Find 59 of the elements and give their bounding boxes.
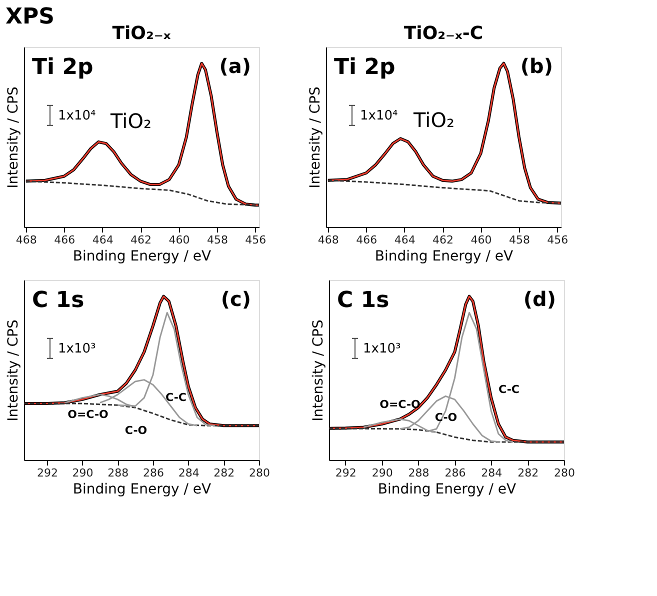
annotation: C 1s [337, 288, 390, 313]
x-tick-label: 282 [214, 466, 235, 480]
x-tick-label: 292 [335, 466, 356, 480]
x-tick-label: 458 [508, 234, 530, 246]
x-tick-label: 464 [92, 234, 114, 246]
annotation: TiO₂ [110, 109, 152, 133]
x-tick-label: 466 [356, 234, 378, 246]
annotation: C-C [498, 383, 520, 396]
y-axis-title: Intensity / CPS [6, 86, 22, 188]
y-axis-title: Intensity / CPS [308, 86, 324, 188]
annotation: 1x10³ [58, 341, 96, 356]
x-tick-label: 462 [432, 234, 454, 246]
x-tick-label: 466 [54, 234, 76, 246]
x-tick-label: 462 [130, 234, 152, 246]
x-tick-label: 284 [481, 466, 502, 480]
annotation: (a) [219, 54, 251, 78]
annotation: 1x10⁴ [360, 108, 398, 124]
x-axis-title: Binding Energy / eV [72, 248, 212, 264]
x-tick-label: 290 [72, 466, 94, 480]
x-tick-label: 282 [518, 466, 539, 480]
annotation: C-O [124, 424, 148, 437]
x-tick-label: 286 [444, 466, 466, 480]
x-axis-title: Binding Energy / eV [378, 482, 517, 498]
x-tick-label: 280 [249, 466, 270, 480]
annotation: C 1s [32, 288, 84, 313]
x-tick-label: 456 [245, 234, 266, 246]
annotation: O=C-O [380, 398, 420, 411]
annotation: Ti 2p [334, 55, 396, 80]
text: XPS [6, 4, 54, 30]
annotation: 1x10³ [363, 341, 401, 356]
annotation: 1x10⁴ [58, 108, 96, 124]
chart-title: TiO₂₋ₓ [112, 23, 172, 44]
x-tick-label: 288 [408, 466, 430, 480]
annotation: O=C-O [68, 408, 108, 421]
x-tick-label: 292 [36, 466, 58, 480]
annotation: (b) [520, 54, 553, 78]
x-axis-title: Binding Energy / eV [374, 248, 514, 264]
x-tick-label: 468 [16, 234, 37, 246]
y-axis-title: Intensity / CPS [310, 320, 326, 422]
annotation: (d) [523, 287, 556, 311]
y-axis-title: Intensity / CPS [6, 320, 22, 422]
x-tick-label: 288 [108, 466, 129, 480]
x-tick-label: 468 [318, 234, 339, 246]
annotation: C-O [434, 411, 458, 424]
x-tick-label: 458 [206, 234, 228, 246]
x-tick-label: 290 [372, 466, 393, 480]
annotation: C-C [166, 391, 186, 404]
annotation: (c) [220, 287, 251, 311]
annotation: TiO₂ [412, 108, 454, 132]
annotation: Ti 2p [32, 55, 94, 80]
x-tick-label: 284 [178, 466, 200, 480]
x-tick-label: 460 [168, 234, 190, 246]
x-tick-label: 280 [554, 466, 575, 480]
x-tick-label: 286 [142, 466, 164, 480]
chart-title: TiO₂₋ₓ-C [404, 23, 484, 44]
x-tick-label: 456 [547, 234, 568, 246]
x-axis-title: Binding Energy / eV [72, 482, 212, 498]
x-tick-label: 464 [394, 234, 416, 246]
x-tick-label: 460 [470, 234, 492, 246]
